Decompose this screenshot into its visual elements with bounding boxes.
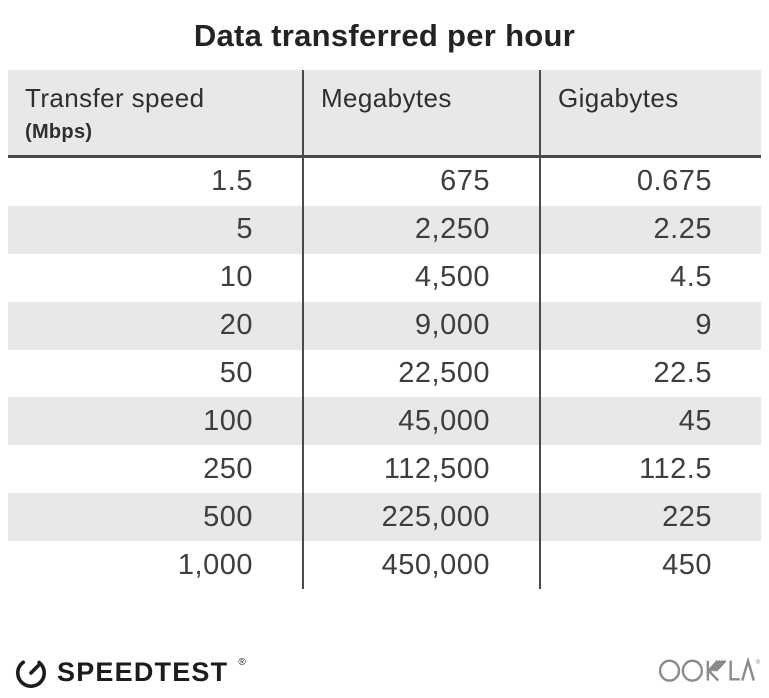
footer: SPEEDTEST ® ®: [0, 648, 769, 692]
ookla-letter-o1: [658, 659, 681, 682]
cell-gigabytes: 0.675: [539, 158, 761, 206]
speedtest-wordmark: SPEEDTEST: [57, 656, 229, 687]
cell-speed: 10: [219, 261, 253, 294]
table-row: 1,000 450,000 450: [8, 541, 761, 590]
cell-gigabytes: 45: [539, 397, 761, 446]
cell-megabytes: 4,500: [302, 253, 539, 302]
cell-megabytes: 225,000: [302, 493, 539, 542]
header-megabytes-label: Megabytes: [321, 83, 452, 113]
cell-speed: 500: [203, 500, 253, 533]
ookla-registered-symbol: ®: [756, 659, 761, 666]
cell-speed: 1.5: [211, 165, 253, 198]
speedtest-gauge-icon: [15, 657, 47, 688]
cell-gigabytes: 2.25: [539, 205, 761, 254]
cell-speed: 5: [236, 213, 253, 246]
header-megabytes: Megabytes: [302, 70, 539, 155]
registered-trademark-symbol: ®: [238, 657, 246, 668]
table-row: 50 22,500 22.5: [8, 349, 761, 398]
cell-megabytes: 22,500: [302, 349, 539, 398]
header-mbps-unit-label: (Mbps): [25, 121, 93, 143]
cell-gigabytes: 225: [539, 493, 761, 542]
cell-gigabytes: 9: [539, 301, 761, 350]
table-header-row: Transfer speed (Mbps) Megabytes Gigabyte…: [8, 70, 761, 158]
page-title: Data transferred per hour: [193, 18, 576, 53]
gauge-needle: [29, 663, 41, 675]
cell-gigabytes: 22.5: [539, 349, 761, 398]
cell-speed: 100: [203, 404, 253, 437]
header-gigabytes-label: Gigabytes: [558, 83, 679, 113]
cell-gigabytes: 112.5: [539, 445, 761, 494]
header-gigabytes: Gigabytes: [539, 70, 761, 155]
table-row: 5 2,250 2.25: [8, 205, 761, 254]
table-body: 1.5 675 0.675 5 2,250 2.25 10 4,500 4.5 …: [8, 158, 761, 590]
table-row: 1.5 675 0.675: [8, 158, 761, 206]
header-transfer-speed: Transfer speed (Mbps): [8, 70, 302, 155]
cell-speed: 50: [219, 357, 253, 389]
ookla-wordmark-icon: ®: [658, 656, 761, 682]
cell-gigabytes: 4.5: [539, 253, 761, 302]
header-transfer-speed-label: Transfer speed: [25, 83, 205, 113]
ookla-letter-a: [741, 656, 755, 681]
table-row: 500 225,000 225: [8, 493, 761, 542]
speedtest-logo: SPEEDTEST ®: [14, 655, 246, 689]
cell-speed: 20: [219, 309, 253, 342]
table-row: 20 9,000 9: [8, 301, 761, 350]
cell-megabytes: 2,250: [302, 205, 539, 254]
cell-megabytes: 675: [302, 158, 539, 206]
ookla-letter-l: [729, 660, 740, 681]
cell-megabytes: 450,000: [302, 541, 539, 590]
ookla-letter-o2: [681, 659, 704, 682]
table-row: 100 45,000 45: [8, 397, 761, 446]
table-row: 250 112,500 112.5: [8, 445, 761, 494]
table-row: 10 4,500 4.5: [8, 253, 761, 302]
cell-speed: 250: [203, 452, 253, 485]
cell-gigabytes: 450: [539, 541, 761, 590]
cell-speed: 1,000: [177, 548, 253, 581]
cell-megabytes: 45,000: [302, 397, 539, 446]
cell-megabytes: 112,500: [302, 445, 539, 494]
cell-megabytes: 9,000: [302, 301, 539, 350]
data-table: Transfer speed (Mbps) Megabytes Gigabyte…: [8, 70, 761, 590]
ookla-letter-k: [706, 659, 727, 682]
ookla-logo: ®: [658, 653, 761, 684]
